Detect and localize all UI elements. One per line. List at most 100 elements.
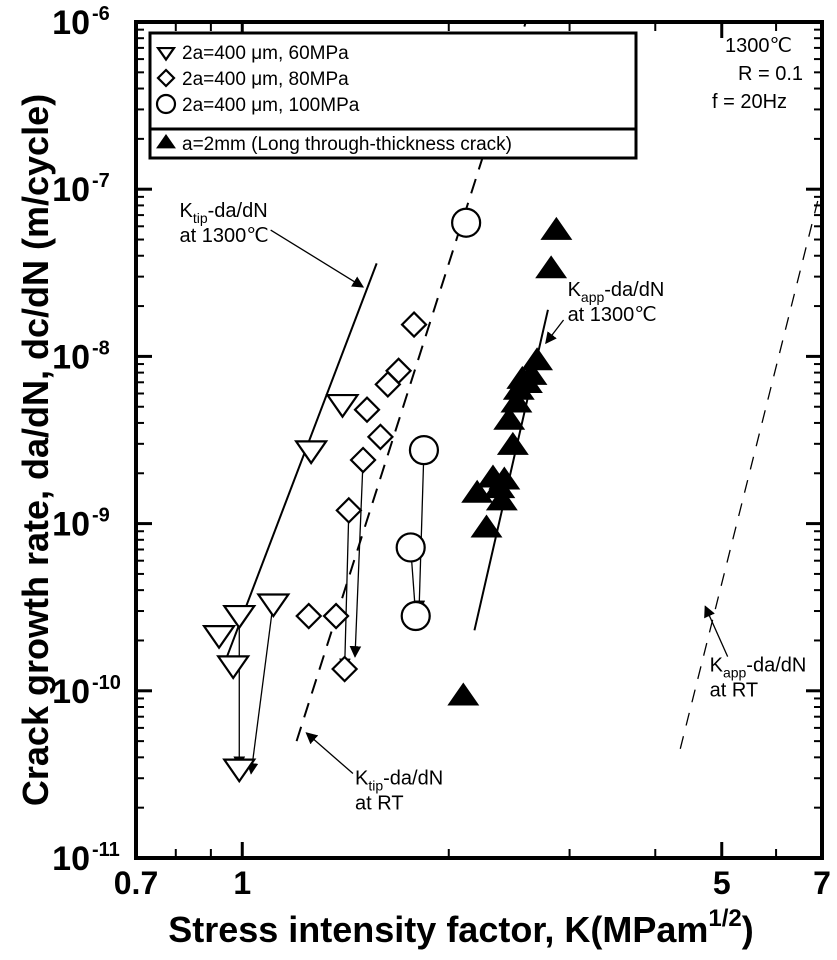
annotation-text: at RT (355, 793, 404, 815)
x-tick-label: 0.7 (114, 865, 158, 901)
condition-line: 1300℃ (725, 35, 792, 57)
annotation-main: at RT (710, 680, 759, 702)
x-tick-label: 5 (713, 865, 731, 901)
annotation-arrow (545, 319, 565, 345)
y-tick-exponent: -10 (92, 672, 121, 694)
x-axis-title: Stress intensity factor, K(MPam1/2) (168, 905, 754, 950)
data-point (521, 347, 554, 371)
data-point (216, 655, 251, 680)
y-tick-label: 10 (52, 506, 90, 544)
legend-box-lower (148, 127, 638, 160)
data-point (400, 600, 431, 632)
y-tick-exponent: -8 (92, 337, 110, 359)
annotation-subscript: app (723, 665, 747, 681)
data-point (322, 602, 350, 630)
y-tick-base: 10 (52, 673, 90, 711)
data-point (540, 216, 573, 240)
axis-ticks (134, 20, 824, 860)
data-point (294, 440, 329, 465)
data-point (470, 514, 503, 538)
annotation-main: at RT (355, 793, 404, 815)
annotation-rest: -da/dN (383, 768, 443, 790)
annotation-subscript: tip (193, 210, 208, 226)
data-point (451, 207, 482, 238)
annotation-main: K (568, 279, 582, 301)
data-point (349, 446, 377, 474)
y-tick-exponent: -9 (92, 505, 110, 527)
legend-marker (156, 68, 176, 88)
connector-arrow (246, 601, 274, 775)
y-tick-base: 10 (52, 4, 90, 42)
x-tick-label: 1 (233, 865, 251, 901)
y-tick-exponent: -6 (92, 3, 110, 25)
data-point (201, 625, 237, 650)
annotation-text: at RT (710, 680, 759, 702)
annotation-text: Kapp-da/dN (710, 655, 807, 681)
connector-arrows (233, 450, 426, 775)
data-markers (201, 207, 573, 784)
y-tick-label: 10 (52, 4, 90, 42)
x-axis-title-main: Stress intensity factor, K(MPam (168, 909, 708, 950)
y-tick-exponent: -11 (92, 839, 120, 861)
y-tick-label: 10 (52, 338, 90, 376)
series-0 (201, 393, 360, 784)
y-tick-base: 10 (52, 171, 90, 209)
annotation-subscript: tip (368, 778, 383, 794)
annotation-main: K (355, 768, 369, 790)
annotation-rest: -da/dN (208, 200, 268, 222)
legend-box-upper (148, 31, 638, 131)
condition-line: f = 20Hz (712, 91, 787, 113)
data-point (488, 466, 521, 490)
legend-label: 2a=400 μm, 80MPa (182, 69, 349, 90)
data-point (408, 435, 440, 466)
data-point (366, 423, 394, 451)
y-tick-label: 10 (52, 840, 90, 878)
annotation-subscript: app (581, 289, 605, 305)
annotation-rest: -da/dN (746, 655, 806, 677)
annotation-main: at 1300℃ (568, 304, 657, 326)
y-tick-base: 10 (52, 338, 90, 376)
annotation-rest: -da/dN (604, 279, 664, 301)
annotation-text: at 1300℃ (568, 304, 657, 326)
x-tick-label: 7 (813, 865, 831, 901)
data-point (447, 682, 480, 706)
series-1 (295, 311, 428, 683)
test-conditions: 1300℃ R = 0.1 f = 20Hz (712, 35, 803, 113)
y-axis-title: Crack growth rate, da/dN, dc/dN (m/cycle… (15, 94, 56, 806)
annotation-text: at 1300℃ (179, 225, 268, 247)
connector-arrow (349, 460, 364, 658)
solid-fit-line (226, 263, 378, 658)
condition-line: R = 0.1 (738, 63, 803, 85)
data-point (535, 255, 568, 279)
data-point (295, 602, 323, 630)
annotation-main: K (710, 655, 724, 677)
data-point (256, 593, 291, 619)
legend-label: 2a=400 μm, 100MPa (182, 95, 360, 116)
annotation-text: Ktip-da/dN (179, 200, 267, 226)
data-point (400, 311, 428, 339)
data-point (222, 604, 257, 630)
data-point (325, 393, 360, 419)
connector-arrow (339, 510, 351, 671)
y-tick-exponent: -7 (92, 170, 110, 192)
y-tick-label: 10 (52, 673, 90, 711)
data-point (493, 406, 526, 430)
annotation-arrow (305, 732, 354, 775)
data-point (500, 389, 533, 413)
x-axis-title-suffix: ) (742, 909, 754, 950)
data-point (385, 357, 413, 385)
data-point (331, 655, 359, 683)
data-point (222, 758, 257, 784)
annotation-arrow (704, 605, 729, 657)
legend-marker (156, 134, 176, 149)
connector-arrow (413, 450, 426, 613)
x-axis-title-exponent: 1/2 (708, 905, 741, 932)
annotation-main: K (179, 200, 193, 222)
annotation-text: Ktip-da/dN (355, 768, 443, 794)
annotation-text: Kapp-da/dN (568, 279, 665, 305)
series-3 (447, 216, 573, 706)
data-point (496, 431, 529, 455)
